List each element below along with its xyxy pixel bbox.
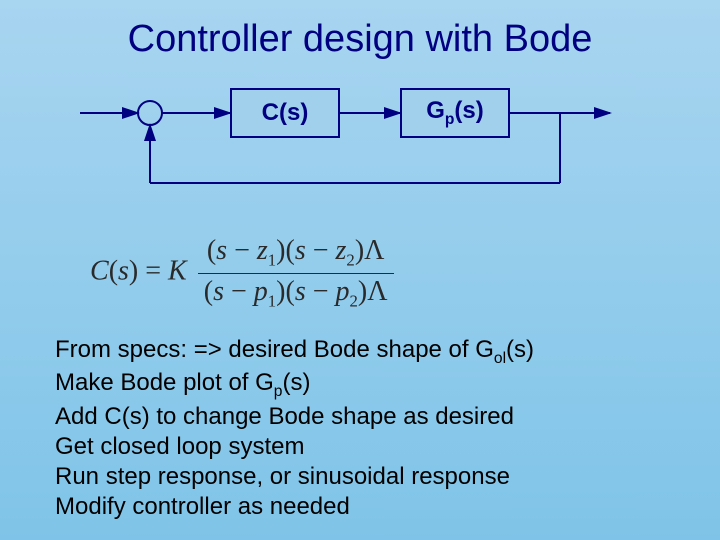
plant-label: Gp(s) — [426, 97, 484, 129]
equation-numerator: (s − z1)(s − z2)Λ — [198, 235, 394, 274]
equation: C(s) = K (s − z1)(s − z2)Λ (s − p1)(s − … — [90, 235, 398, 295]
body-line-6: Modify controller as needed — [55, 492, 675, 522]
diagram-svg — [80, 88, 640, 198]
body-line-1: From specs: => desired Bode shape of Gol… — [55, 335, 675, 368]
slide-title: Controller design with Bode — [0, 18, 720, 61]
controller-label: C(s) — [262, 99, 309, 127]
controller-block: C(s) — [230, 88, 340, 138]
equation-denominator: (s − p1)(s − p2)Λ — [198, 274, 394, 312]
summing-junction — [138, 101, 162, 125]
body-line-4: Get closed loop system — [55, 432, 675, 462]
body-line-2: Make Bode plot of Gp(s) — [55, 368, 675, 401]
body-text: From specs: => desired Bode shape of Gol… — [55, 335, 675, 522]
slide: Controller design with Bode C(s) Gp(s) C… — [0, 0, 720, 540]
block-diagram: C(s) Gp(s) — [80, 88, 640, 198]
equation-render: C(s) = K (s − z1)(s − z2)Λ (s − p1)(s − … — [90, 235, 398, 311]
body-line-3: Add C(s) to change Bode shape as desired — [55, 402, 675, 432]
body-line-5: Run step response, or sinusoidal respons… — [55, 462, 675, 492]
plant-block: Gp(s) — [400, 88, 510, 138]
